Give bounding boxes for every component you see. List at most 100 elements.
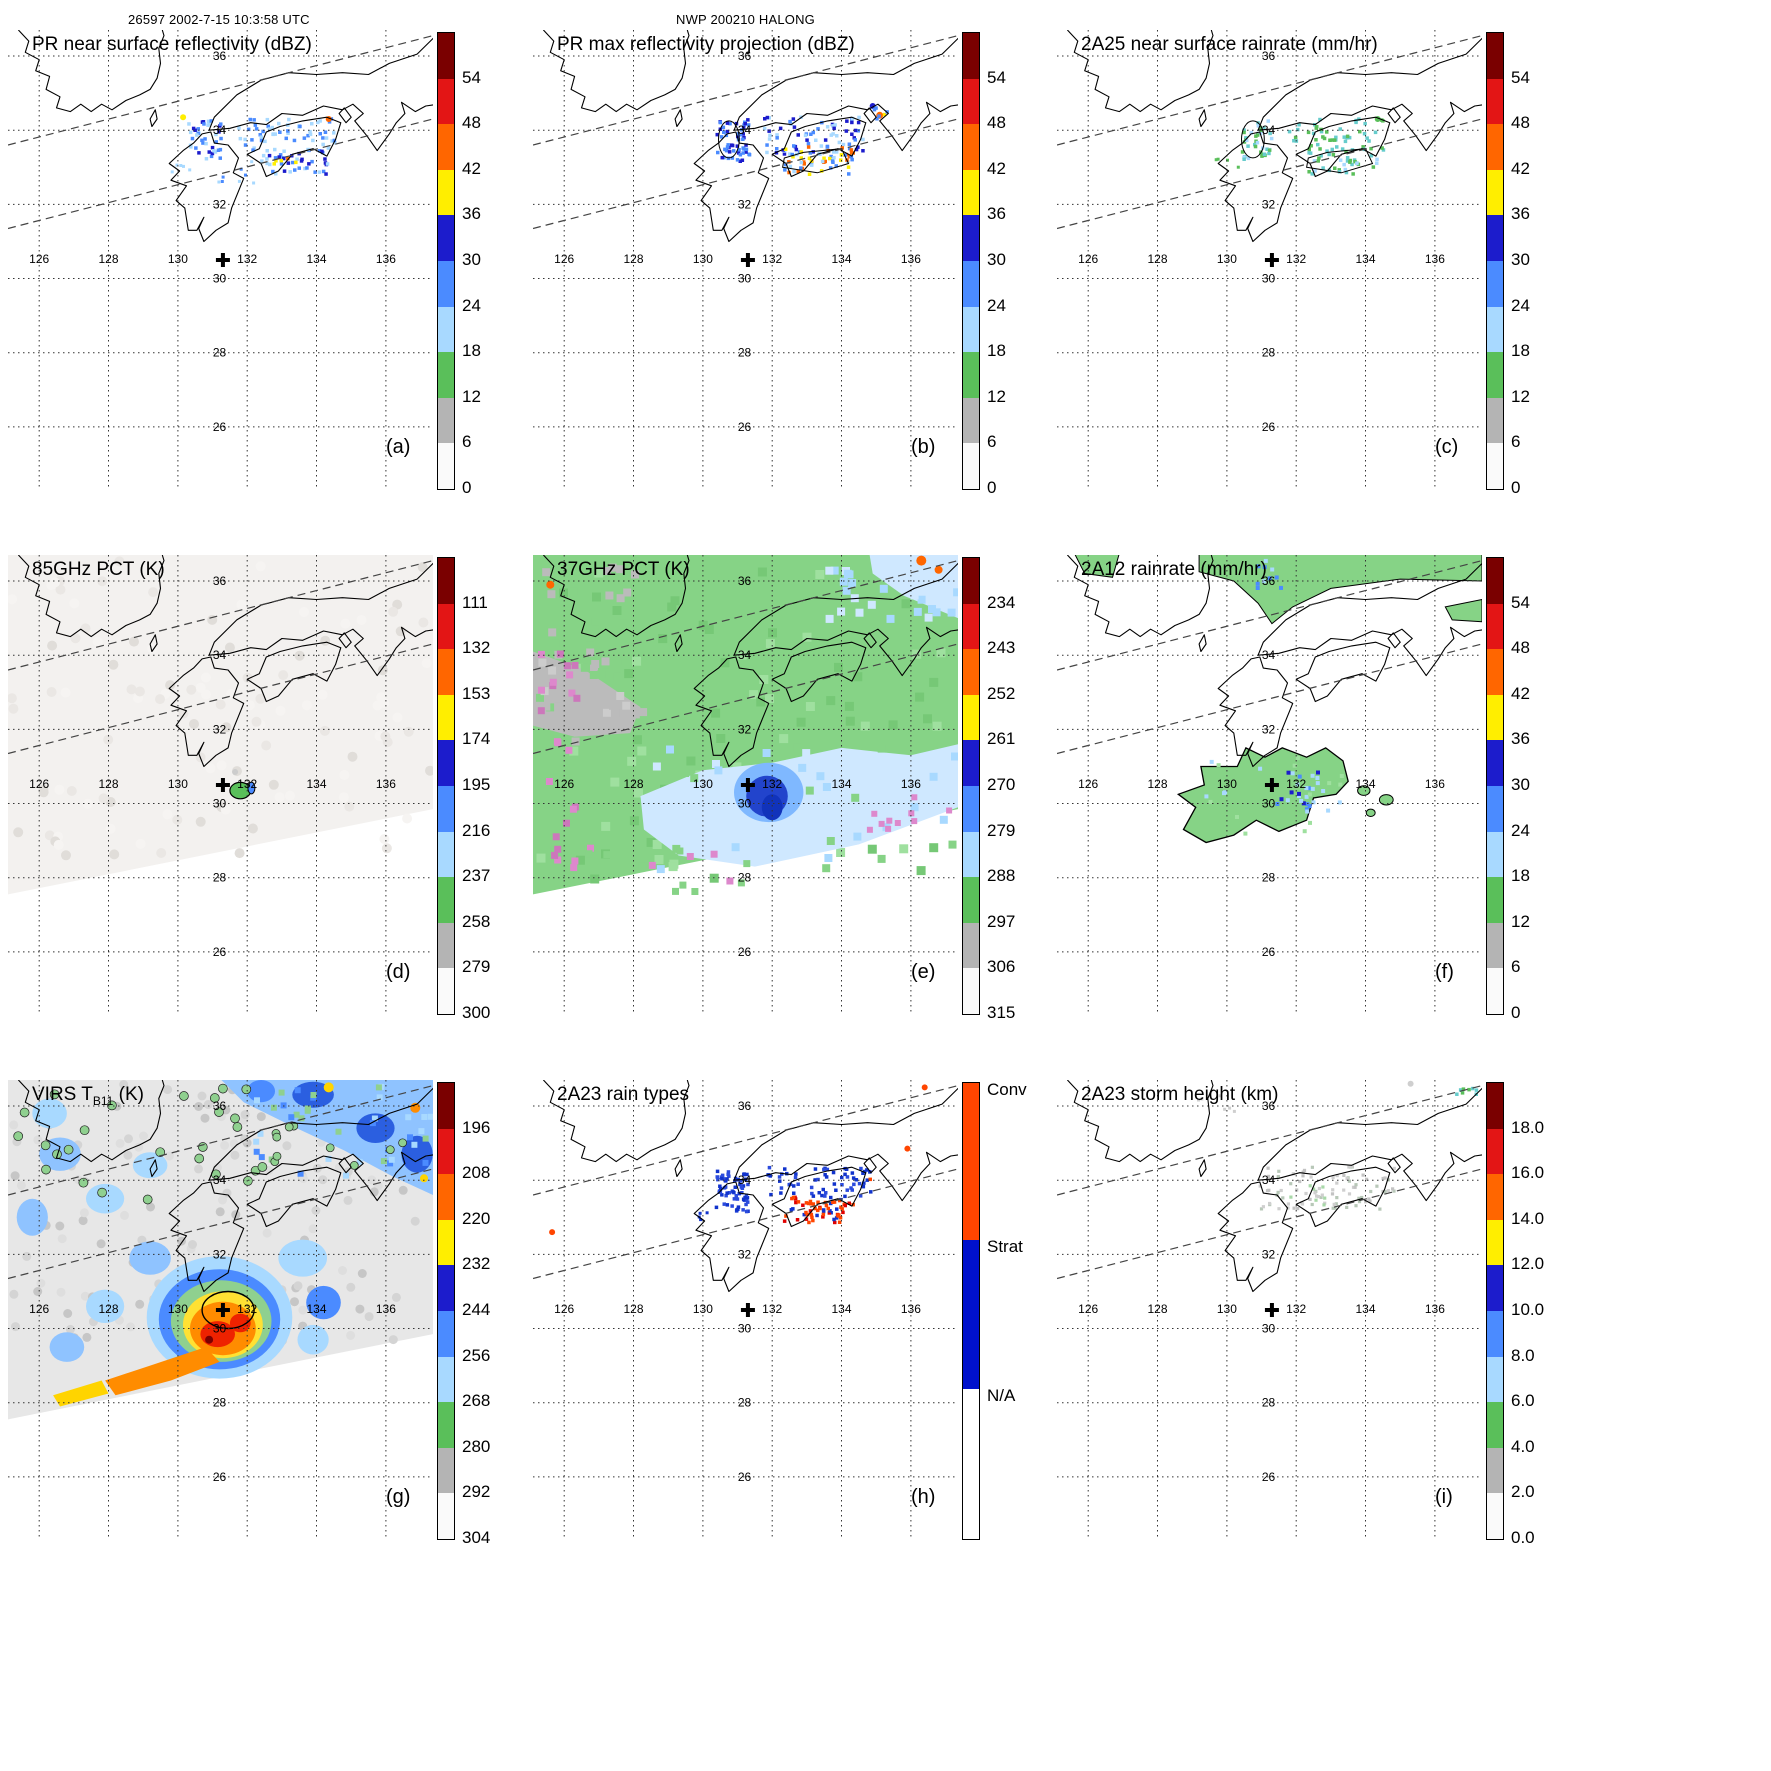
data-speckle — [1455, 1092, 1459, 1096]
data-speckle — [252, 118, 256, 122]
data-speckle — [155, 1147, 166, 1158]
data-speckle — [845, 716, 855, 726]
data-speckle — [624, 669, 634, 679]
data-speckle — [571, 661, 579, 669]
data-speckle — [792, 144, 796, 148]
data-speckle — [551, 639, 560, 648]
coastlines — [1066, 1080, 1482, 1293]
data-speckle — [1365, 136, 1369, 140]
data-speckle — [307, 162, 311, 166]
lat-tick-label: 32 — [1262, 1247, 1276, 1261]
data-speckle — [142, 1194, 153, 1205]
data-speckle — [1392, 1166, 1396, 1170]
data-speckle — [825, 125, 830, 129]
data-blob — [247, 1080, 275, 1103]
data-speckle — [738, 153, 743, 157]
data-speckle — [1256, 124, 1261, 128]
coastline-shikoku — [771, 116, 867, 178]
data-speckle — [716, 734, 726, 743]
colorbar-segment — [963, 78, 979, 125]
data-speckle — [209, 154, 214, 159]
colorbar-segment — [1487, 78, 1503, 125]
data-speckle — [828, 166, 833, 170]
lon-tick-label: 134 — [831, 252, 851, 266]
data-speckle — [1249, 131, 1253, 135]
data-speckle — [286, 129, 290, 133]
data-speckle — [821, 1187, 825, 1192]
data-speckle — [806, 141, 811, 146]
lon-tick-label: 128 — [1147, 252, 1167, 266]
data-speckle — [746, 1200, 750, 1204]
data-speckle — [725, 145, 730, 149]
swath-edge-lines — [1057, 35, 1482, 230]
colorbar-label: 208 — [462, 1163, 491, 1183]
data-blob — [1378, 794, 1394, 806]
data-speckle — [779, 734, 789, 744]
data-speckle — [1342, 162, 1346, 167]
data-speckle — [1286, 1202, 1290, 1206]
data-speckle — [741, 137, 745, 141]
data-speckle — [338, 1266, 347, 1275]
data-dot — [546, 580, 555, 589]
data-speckle — [258, 133, 262, 137]
data-speckle — [323, 130, 328, 134]
data-speckle — [1262, 152, 1267, 156]
data-speckle — [732, 1197, 737, 1201]
data-speckle — [293, 168, 297, 172]
data-speckle — [765, 143, 769, 147]
data-speckle — [808, 1199, 813, 1204]
data-speckle — [741, 132, 745, 136]
data-speckle — [1367, 1197, 1371, 1201]
colorbar-label: 174 — [462, 729, 491, 749]
data-speckle — [8, 693, 17, 704]
storm-center-marker — [1264, 253, 1279, 267]
data-speckle — [220, 804, 231, 815]
data-speckle — [741, 1197, 746, 1201]
coastline-tsushima — [1198, 109, 1207, 128]
data-speckle — [816, 127, 820, 131]
data-speckle — [82, 798, 93, 809]
data-speckle — [1276, 1190, 1280, 1194]
data-blob — [306, 1285, 341, 1320]
lat-tick-label: 32 — [213, 1247, 227, 1261]
data-speckle — [197, 1142, 208, 1152]
coastline-kyushu — [168, 1181, 245, 1293]
data-speckle — [273, 132, 277, 136]
data-speckle — [799, 156, 803, 160]
coastline-honshu — [733, 37, 958, 152]
data-speckle — [1300, 1201, 1304, 1205]
colorbar-segment — [1487, 1493, 1503, 1539]
data-speckle — [190, 136, 195, 141]
lat-tick-label: 28 — [1262, 346, 1276, 360]
panel-title: 2A23 rain types — [557, 1084, 690, 1105]
colorbar-label: 24 — [1511, 295, 1530, 315]
data-speckle — [563, 819, 570, 827]
data-speckle — [844, 1167, 849, 1171]
data-speckle — [335, 1128, 342, 1135]
data-speckle — [1328, 138, 1332, 142]
data-speckle — [330, 139, 334, 143]
data-speckle — [1243, 831, 1248, 836]
data-speckle — [823, 159, 827, 164]
data-speckle — [672, 887, 679, 895]
data-speckle — [733, 1185, 737, 1189]
data-blob — [1241, 120, 1265, 159]
data-speckle — [843, 1203, 847, 1208]
swath-edge-lines — [533, 1085, 958, 1280]
data-blob — [49, 1332, 85, 1362]
data-speckle — [1348, 158, 1352, 163]
lon-tick-label: 134 — [1355, 1302, 1375, 1316]
data-speckle — [250, 138, 254, 142]
data-speckle — [806, 1201, 811, 1206]
coastline-kyushu — [1217, 656, 1294, 768]
data-speckle — [726, 143, 730, 147]
lat-tick-label: 26 — [738, 1470, 752, 1484]
colorbar-label: 0.0 — [1511, 1528, 1535, 1547]
lon-tick-label: 126 — [29, 252, 49, 266]
data-speckle — [220, 1140, 230, 1150]
data-speckle — [1342, 135, 1346, 139]
data-speckle — [1325, 149, 1329, 153]
data-speckle — [801, 1203, 805, 1207]
data-speckle — [863, 1169, 867, 1174]
